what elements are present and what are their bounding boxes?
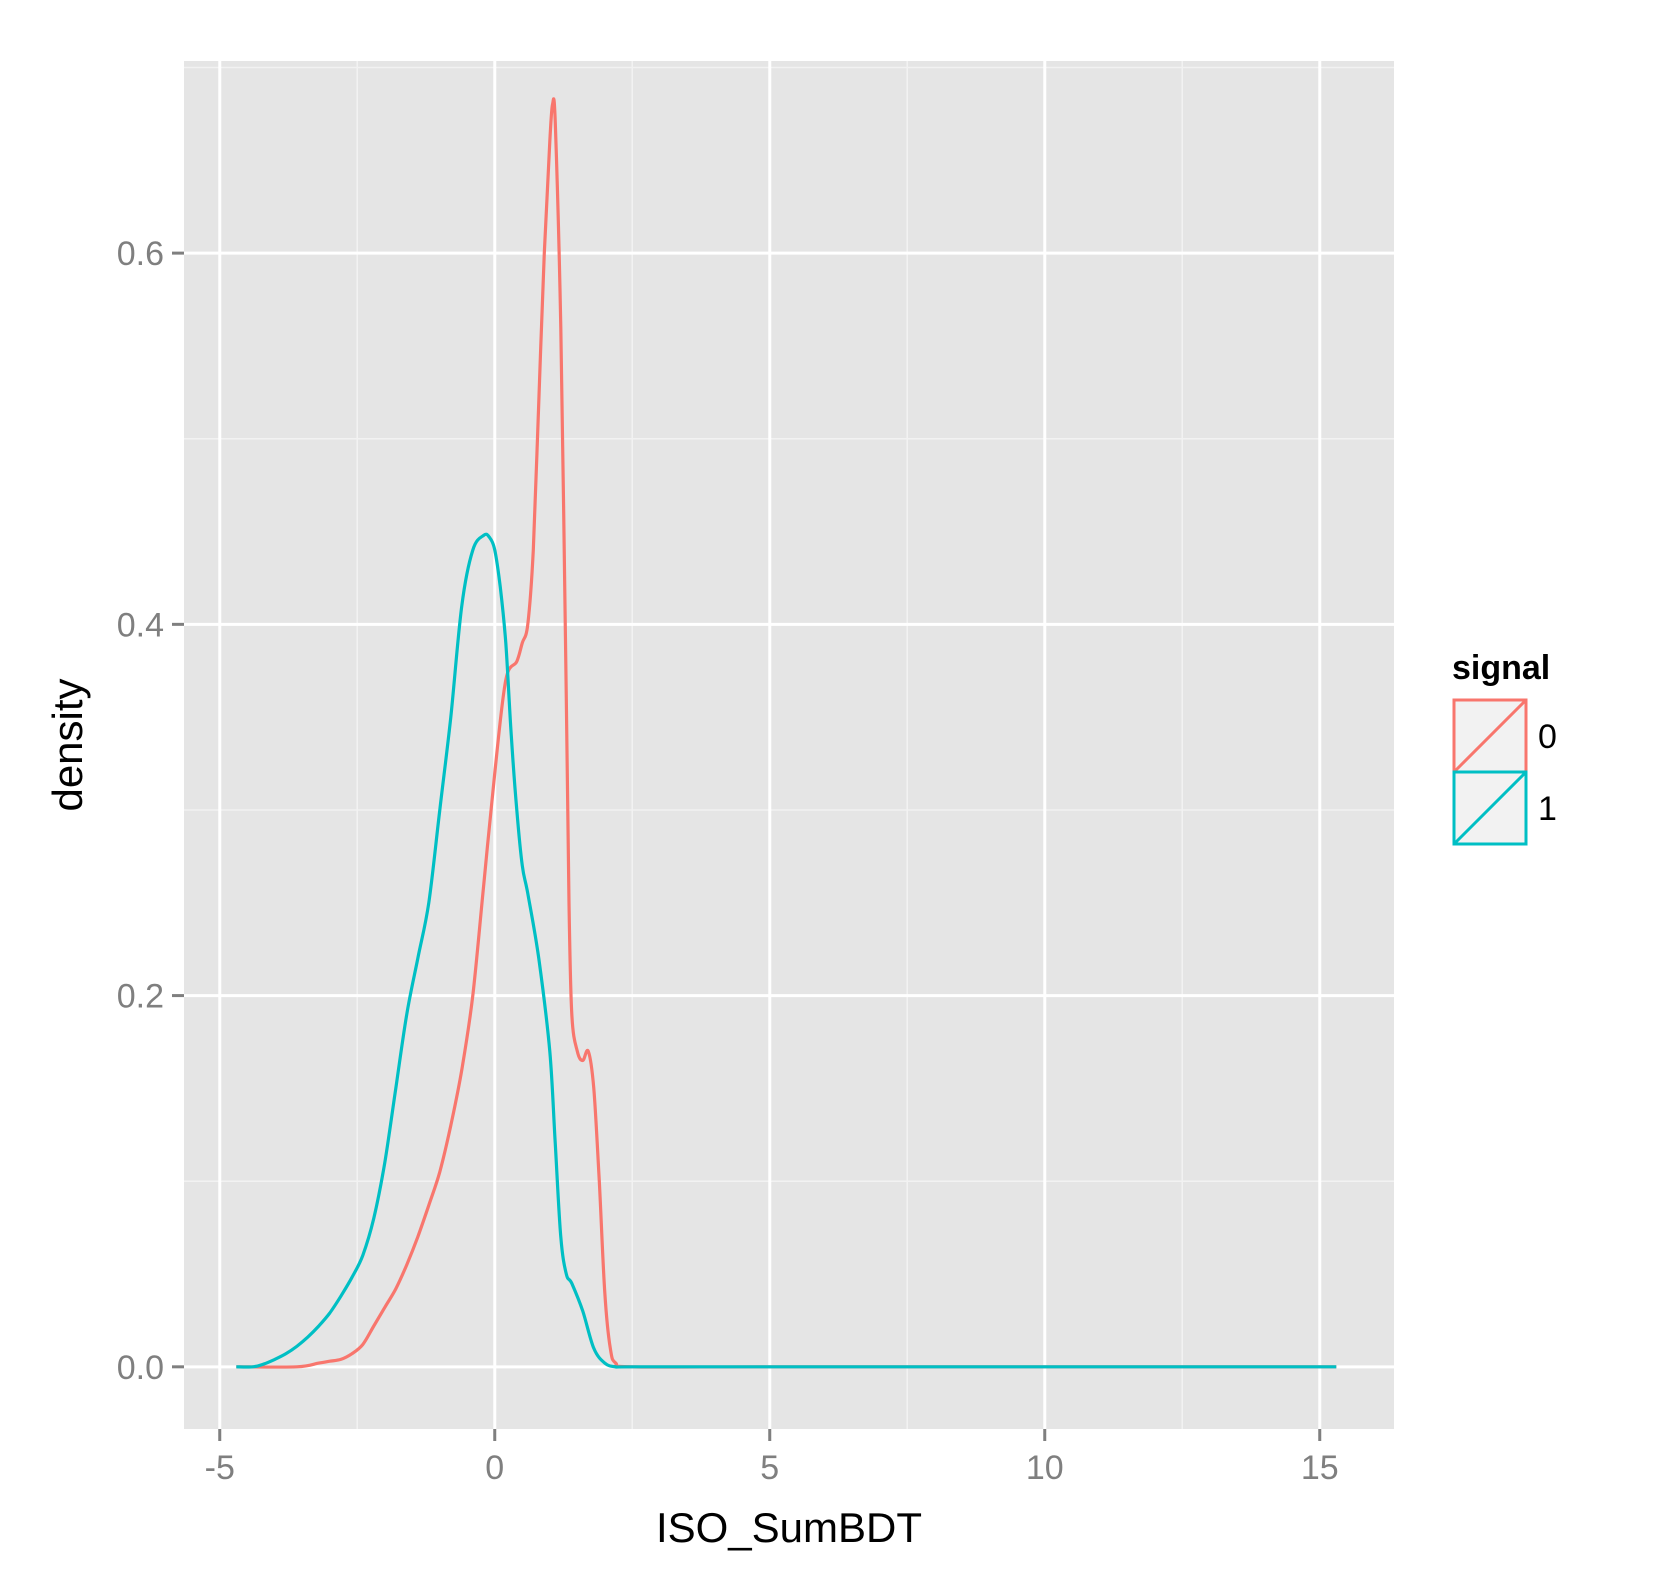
x-tick-label: 0	[485, 1449, 504, 1487]
series-line-1	[236, 532, 1337, 1369]
legend-label: 1	[1538, 790, 1557, 828]
plot-panel	[184, 61, 1394, 1429]
y-tick-label: 0.2	[117, 978, 164, 1016]
x-tick-label: -5	[205, 1449, 235, 1487]
legend-key-line	[1452, 770, 1528, 846]
y-tick-label: 0.4	[117, 606, 164, 644]
y-tick-label: 0.0	[117, 1349, 164, 1387]
legend-label: 0	[1538, 718, 1557, 756]
series-line-0	[236, 97, 1337, 1369]
y-axis-title: density	[44, 678, 91, 811]
series-layer	[236, 97, 1337, 1369]
legend-items: 01	[1452, 698, 1557, 846]
y-tick-label: 0.6	[117, 235, 164, 273]
legend-title: signal	[1452, 649, 1550, 687]
grid-minor	[184, 61, 1394, 1429]
x-tick-label: 15	[1301, 1449, 1339, 1487]
legend: signal 01	[1452, 649, 1557, 846]
axis-layer: -5 0 5 10 15 0.0 0.2 0.4 0.6	[117, 235, 1339, 1487]
x-tick-label: 5	[760, 1449, 779, 1487]
legend-item-1: 1	[1452, 770, 1557, 846]
legend-item-0: 0	[1452, 698, 1557, 774]
x-axis-title: ISO_SumBDT	[656, 1504, 922, 1551]
x-tick-label: 10	[1026, 1449, 1064, 1487]
legend-key-line	[1452, 698, 1528, 774]
